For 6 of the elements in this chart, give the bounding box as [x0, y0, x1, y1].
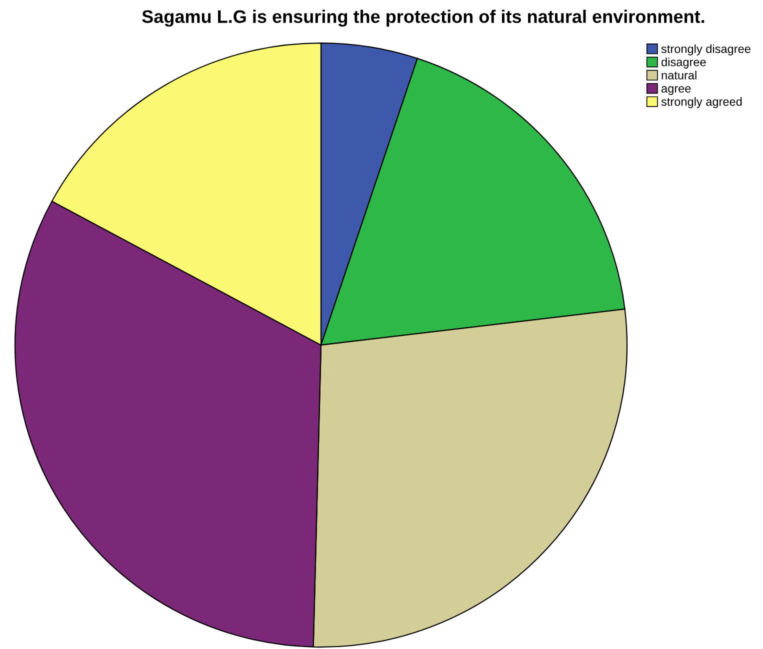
chart-title: Sagamu L.G is ensuring the protection of its natural environment.: [142, 10, 704, 27]
legend-label: strongly disagree: [661, 44, 750, 56]
legend-label: disagree: [662, 58, 706, 69]
legend-label: strongly agreed: [661, 97, 742, 108]
legend-label: agree: [662, 86, 691, 95]
legend-label: natural: [662, 70, 696, 80]
